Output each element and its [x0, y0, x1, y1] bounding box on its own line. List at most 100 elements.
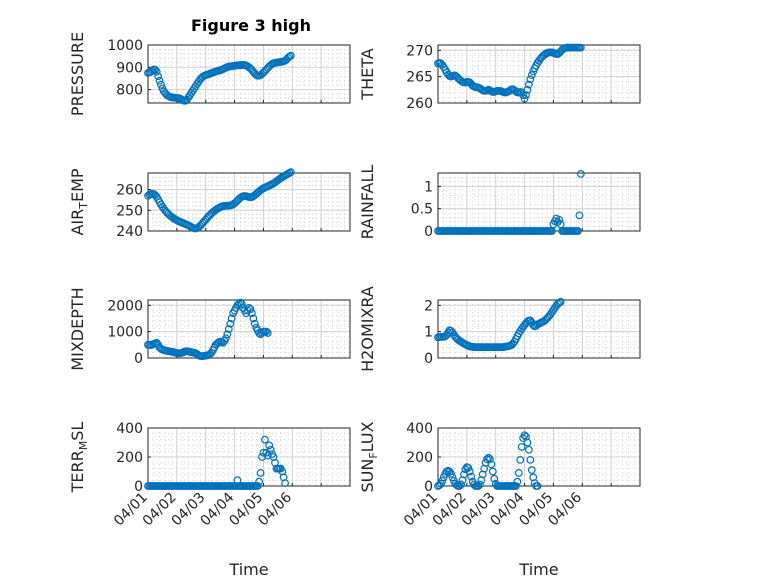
air-temp-axes-box — [147, 172, 351, 232]
theta-y-tick-label: 265 — [406, 70, 433, 86]
data-point — [533, 482, 542, 490]
data-point — [464, 463, 473, 472]
subplot-rainfall: 0 0.5 1 RAINFALL — [358, 165, 641, 240]
subplot-terr-msl: 0200400TERRMSL04/0104/0204/0304/0404/050… — [68, 421, 351, 579]
data-point — [520, 94, 529, 103]
pressure-y-tick-label: 800 — [116, 83, 143, 99]
data-point — [465, 467, 474, 476]
air-temp-y-tick-label: 240 — [116, 224, 143, 240]
sun-flux-x-tick-label: 04/06 — [545, 489, 585, 529]
theta-grid — [438, 45, 640, 104]
data-point — [226, 319, 235, 328]
data-point — [224, 325, 233, 333]
data-point — [266, 445, 275, 454]
sun-flux-x-axis-label: Time — [518, 560, 558, 579]
data-point — [260, 435, 269, 444]
sun-flux-y-tick-label: 0 — [424, 479, 433, 495]
data-point — [475, 480, 484, 489]
sun-flux-y-axis-label: SUNFLUX — [358, 421, 380, 492]
mixdepth-y-tick-label: 0 — [134, 351, 143, 367]
pressure-plot-area — [147, 44, 351, 104]
rainfall-y-tick-label: 1 — [424, 179, 433, 195]
rainfall-plot-area — [437, 172, 641, 232]
data-point — [486, 455, 494, 464]
mixdepth-y-tick-label: 2000 — [107, 298, 143, 314]
h2o-mixra-y-axis-label: H2OMIXRA — [358, 286, 377, 372]
mixdepth-axes-box — [147, 299, 351, 359]
theta-y-tick-label: 270 — [406, 43, 433, 59]
h2o-mixra-axes-box — [437, 299, 641, 359]
data-point — [151, 65, 160, 74]
rainfall-series — [434, 169, 585, 235]
data-point — [576, 43, 585, 52]
data-point — [527, 71, 536, 79]
data-point — [286, 51, 295, 60]
subplot-sun-flux: 0200400SUNFLUX04/0104/0204/0304/0404/050… — [358, 421, 641, 579]
terr-msl-series — [144, 435, 289, 490]
data-point — [262, 327, 271, 336]
data-point — [250, 319, 259, 328]
data-point — [154, 72, 163, 81]
pressure-y-axis-label: PRESSURE — [68, 32, 87, 116]
data-point — [157, 80, 165, 89]
mixdepth-series — [144, 298, 272, 361]
subplot-h2o-mixra: 0 1 2 H2OMIXRA — [358, 286, 641, 372]
data-point — [525, 80, 533, 89]
theta-axes-box — [437, 44, 641, 104]
data-point — [483, 455, 491, 464]
rainfall-y-tick-label: 0 — [424, 224, 433, 240]
theta-y-tick-label: 260 — [406, 96, 433, 112]
terr-msl-x-axis-label: Time — [228, 560, 268, 579]
mixdepth-grid — [148, 300, 350, 359]
subplot-mixdepth: 0 1000 2000 MIXDEPTH — [68, 287, 351, 371]
data-point — [253, 482, 262, 490]
data-point — [523, 438, 532, 447]
data-point — [281, 479, 289, 488]
data-point — [487, 460, 496, 469]
sun-flux-series — [434, 431, 542, 490]
data-point — [488, 467, 497, 476]
data-point — [576, 169, 585, 178]
data-point — [447, 469, 455, 478]
subplot-pressure: 800 900 1000 PRESSURE — [68, 32, 351, 116]
data-point — [526, 456, 535, 464]
pressure-series — [144, 51, 295, 105]
data-point — [512, 482, 520, 490]
air-temp-y-axis-label: AIRTEMP — [68, 168, 90, 235]
theta-plot-area — [437, 44, 641, 104]
data-point — [575, 211, 584, 220]
data-point — [555, 215, 564, 224]
data-point — [438, 477, 447, 485]
data-point — [574, 227, 582, 235]
data-point — [222, 334, 230, 343]
h2o-mixra-y-tick-label: 1 — [424, 325, 433, 341]
h2o-mixra-plot-area — [437, 299, 641, 359]
rainfall-grid — [438, 173, 640, 232]
data-point — [155, 76, 164, 85]
rainfall-y-tick-label: 0.5 — [411, 202, 433, 218]
data-point — [265, 441, 274, 450]
theta-y-axis-label: THETA — [358, 48, 377, 100]
figure-title: Figure 3 high — [191, 16, 311, 35]
data-point — [237, 300, 246, 308]
subplot-air-temp: 240 250 260 AIRTEMP — [68, 168, 351, 240]
mixdepth-y-axis-label: MIXDEPTH — [68, 287, 87, 370]
data-point — [520, 431, 529, 440]
data-point — [255, 329, 264, 337]
rainfall-y-axis-label: RAINFALL — [358, 165, 377, 240]
terr-msl-x-tick-label: 04/06 — [255, 489, 295, 529]
air-temp-y-tick-label: 260 — [116, 183, 143, 199]
mixdepth-y-tick-label: 1000 — [107, 325, 143, 341]
data-point — [526, 75, 535, 84]
sun-flux-y-tick-label: 400 — [406, 421, 433, 437]
data-point — [523, 85, 532, 94]
pressure-y-tick-label: 900 — [116, 60, 143, 76]
data-point — [246, 305, 255, 314]
terr-msl-y-tick-label: 0 — [134, 479, 143, 495]
data-point — [527, 466, 536, 474]
data-point — [255, 477, 264, 486]
data-point — [490, 474, 499, 483]
data-point — [286, 168, 295, 177]
